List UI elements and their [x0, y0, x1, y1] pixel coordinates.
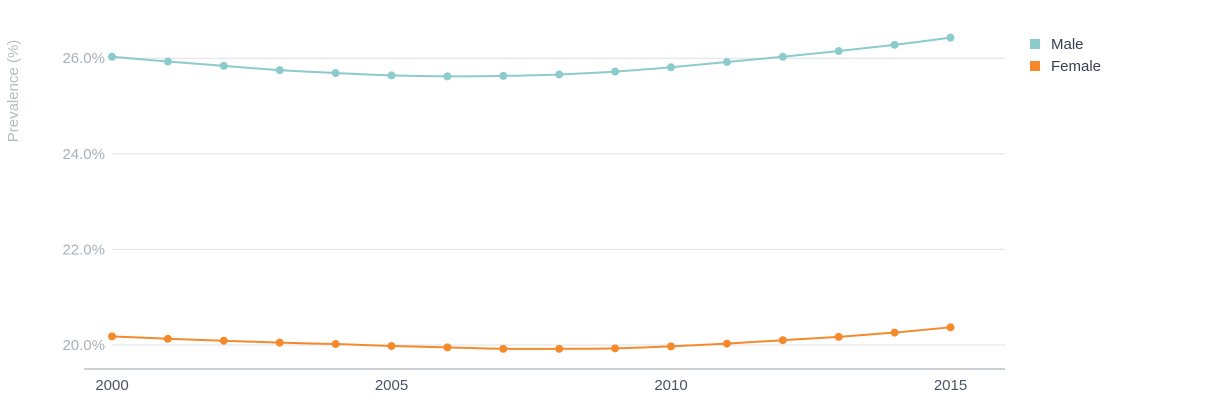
legend-label-female: Female	[1051, 57, 1102, 75]
data-point-female[interactable]	[946, 323, 955, 332]
data-point-female[interactable]	[219, 336, 228, 345]
y-axis-ticks: 20.0% 22.0% 24.0% 26.0%	[62, 50, 105, 354]
x-tick-label: 2000	[95, 377, 128, 394]
data-point-male[interactable]	[555, 70, 564, 79]
data-point-female[interactable]	[890, 328, 899, 337]
series-line-male	[111, 36, 951, 78]
x-axis-ticks: 2000 2005 2010 2015	[95, 377, 967, 394]
data-point-female[interactable]	[387, 341, 396, 350]
data-point-female[interactable]	[331, 340, 340, 349]
x-tick-label: 2015	[934, 377, 967, 394]
y-axis-label: Prevalence (%)	[5, 40, 22, 143]
data-point-male[interactable]	[387, 71, 396, 80]
data-point-female[interactable]	[275, 338, 284, 347]
data-point-male[interactable]	[611, 67, 620, 76]
legend: Male Female	[1030, 33, 1101, 77]
data-point-female[interactable]	[834, 332, 843, 341]
grid-lines	[112, 57, 1005, 346]
data-point-male[interactable]	[443, 72, 452, 81]
data-point-female[interactable]	[722, 339, 731, 348]
data-point-male[interactable]	[331, 69, 340, 78]
data-point-female[interactable]	[499, 344, 508, 353]
data-point-male[interactable]	[722, 58, 731, 67]
data-point-male[interactable]	[667, 63, 675, 72]
data-point-male[interactable]	[946, 33, 955, 42]
legend-item-female[interactable]: Female	[1030, 55, 1101, 77]
data-point-male[interactable]	[163, 57, 172, 66]
y-tick-label: 26.0%	[62, 50, 105, 67]
data-point-female[interactable]	[611, 344, 620, 353]
series-group	[108, 33, 955, 353]
legend-item-male[interactable]: Male	[1030, 33, 1101, 55]
y-tick-label: 20.0%	[62, 337, 105, 354]
data-point-female[interactable]	[667, 342, 675, 351]
data-point-male[interactable]	[499, 71, 508, 80]
series-line-female	[111, 326, 951, 350]
data-point-female[interactable]	[443, 343, 452, 352]
data-point-female[interactable]	[778, 336, 787, 345]
y-tick-label: 22.0%	[62, 241, 105, 258]
data-point-male[interactable]	[219, 61, 228, 70]
data-point-female[interactable]	[108, 332, 116, 341]
legend-label-male: Male	[1051, 35, 1084, 53]
x-tick-label: 2010	[654, 377, 687, 394]
x-tick-label: 2005	[375, 377, 408, 394]
data-point-male[interactable]	[778, 52, 787, 61]
data-point-female[interactable]	[163, 334, 172, 343]
legend-swatch-female	[1030, 61, 1040, 71]
y-tick-label: 24.0%	[62, 146, 105, 163]
data-point-male[interactable]	[275, 66, 284, 75]
data-point-female[interactable]	[555, 344, 564, 353]
data-point-male[interactable]	[834, 47, 843, 56]
legend-swatch-male	[1030, 39, 1040, 49]
data-point-male[interactable]	[890, 40, 899, 49]
data-point-male[interactable]	[108, 52, 116, 61]
